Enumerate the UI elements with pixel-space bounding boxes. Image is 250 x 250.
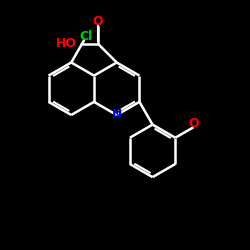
- Text: O: O: [188, 117, 199, 130]
- Text: O: O: [93, 14, 104, 28]
- Text: Cl: Cl: [80, 30, 93, 43]
- Text: N: N: [112, 108, 122, 122]
- Text: HO: HO: [56, 38, 77, 51]
